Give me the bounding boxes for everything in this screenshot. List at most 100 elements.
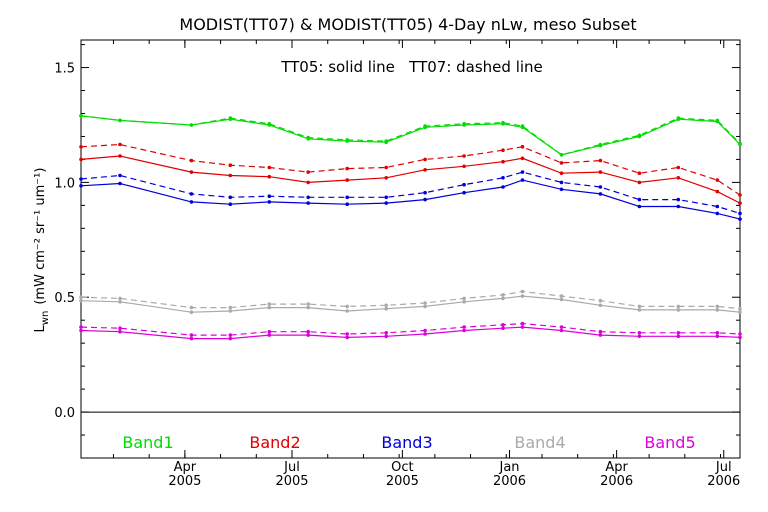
- legend-band2: Band2: [249, 433, 300, 452]
- point-band5-dashed-5: [306, 329, 311, 334]
- point-band4-dashed-0: [79, 295, 83, 300]
- point-band4-dashed-13: [598, 298, 603, 303]
- point-band2-dashed-16: [715, 178, 720, 182]
- point-band4-solid-6: [345, 309, 350, 313]
- point-band3-solid-11: [520, 178, 525, 182]
- point-band2-solid-17: [738, 201, 742, 205]
- point-band1-solid-14: [637, 134, 642, 139]
- line-style-note: TT05: solid line TT07: dashed line: [280, 58, 543, 76]
- point-band1-solid-5: [306, 137, 311, 141]
- point-band4-dashed-14: [637, 304, 642, 309]
- point-band2-dashed-7: [384, 165, 389, 170]
- point-band1-solid-2: [189, 123, 194, 127]
- point-band2-solid-2: [189, 170, 194, 174]
- point-band4-solid-15: [676, 308, 681, 312]
- series-band5-solid-line: [80, 326, 741, 340]
- point-band1-solid-10: [501, 122, 505, 126]
- point-band3-dashed-6: [345, 195, 350, 200]
- point-band3-dashed-5: [306, 195, 311, 200]
- chart-title: MODIST(TT07) & MODIST(TT05) 4-Day nLw, m…: [179, 15, 636, 34]
- point-band5-solid-17: [738, 335, 742, 340]
- point-band1-solid-8: [423, 125, 427, 130]
- series-band5-dashed-line: [80, 322, 741, 336]
- x-tick-year-5: 2006: [707, 474, 740, 489]
- x-tick-month-3: Jan: [498, 460, 519, 475]
- point-band2-solid-16: [715, 189, 720, 194]
- point-band4-solid-5: [306, 305, 311, 310]
- point-band4-dashed-17: [738, 306, 742, 311]
- point-band2-dashed-1: [118, 142, 122, 147]
- point-band2-dashed-13: [598, 158, 603, 163]
- point-band4-dashed-15: [676, 304, 681, 309]
- point-band3-solid-0: [79, 184, 83, 188]
- x-tick-month-1: Jul: [283, 460, 300, 475]
- point-band1-solid-17: [738, 142, 742, 147]
- point-band2-solid-11: [520, 156, 525, 161]
- point-band2-solid-4: [267, 174, 272, 179]
- x-axis: Apr2005Jul2005Oct2005Jan2006Apr2006Jul20…: [112, 40, 740, 489]
- point-band5-solid-12: [559, 328, 564, 333]
- point-band3-dashed-13: [598, 185, 603, 189]
- point-band3-solid-15: [676, 204, 681, 209]
- x-tick-month-5: Jul: [715, 460, 732, 475]
- point-band3-solid-7: [384, 201, 389, 205]
- x-tick-month-0: Apr: [174, 460, 197, 475]
- point-band1-solid-12: [559, 153, 564, 157]
- point-band4-dashed-4: [267, 302, 272, 306]
- point-band4-solid-9: [462, 300, 466, 304]
- point-band1-solid-9: [462, 123, 466, 127]
- point-band4-solid-13: [598, 303, 603, 308]
- point-band1-solid-1: [118, 118, 122, 123]
- point-band2-solid-3: [228, 173, 233, 178]
- point-band3-solid-2: [189, 200, 194, 204]
- point-band5-solid-5: [306, 333, 311, 337]
- point-band4-solid-17: [738, 310, 742, 315]
- point-band2-solid-5: [306, 180, 311, 185]
- point-band1-solid-0: [79, 114, 83, 118]
- y-axis-label: Lwn (mW cm⁻² sr⁻¹ um⁻¹): [33, 168, 51, 333]
- legend-band3: Band3: [381, 433, 432, 452]
- point-band5-solid-14: [637, 334, 642, 339]
- point-band4-dashed-2: [189, 305, 194, 310]
- point-band5-dashed-17: [738, 332, 742, 336]
- point-band3-solid-4: [267, 200, 272, 204]
- point-band5-solid-9: [462, 328, 466, 333]
- point-band3-solid-9: [462, 190, 466, 195]
- point-band2-dashed-17: [738, 193, 742, 197]
- point-band2-dashed-12: [559, 161, 564, 165]
- point-band3-solid-12: [559, 187, 564, 192]
- point-band2-solid-7: [384, 176, 389, 180]
- point-band1-solid-4: [267, 123, 272, 127]
- point-band3-dashed-2: [189, 192, 194, 196]
- point-band5-solid-10: [501, 326, 505, 331]
- point-band4-solid-12: [559, 297, 564, 302]
- point-band5-solid-7: [384, 334, 389, 339]
- series-band2-solid-line: [80, 155, 741, 204]
- point-band4-dashed-16: [715, 304, 720, 309]
- point-band3-dashed-14: [637, 197, 642, 202]
- point-band1-solid-15: [676, 117, 681, 121]
- series-band4-solid-line: [80, 295, 741, 313]
- point-band5-solid-3: [228, 336, 233, 341]
- point-band3-dashed-11: [520, 170, 525, 174]
- point-band3-dashed-16: [715, 204, 720, 209]
- point-band3-dashed-9: [462, 182, 466, 187]
- point-band1-solid-16: [715, 119, 720, 124]
- point-band5-dashed-3: [228, 333, 233, 337]
- point-band2-dashed-9: [462, 154, 466, 158]
- point-band4-dashed-1: [118, 296, 122, 301]
- point-band2-dashed-2: [189, 158, 194, 163]
- point-band3-solid-3: [228, 202, 233, 206]
- legend-band5: Band5: [644, 433, 695, 452]
- point-band5-dashed-15: [676, 331, 681, 335]
- point-band4-dashed-6: [345, 304, 350, 309]
- y-axis-label-sub: wn: [40, 311, 51, 326]
- point-band1-solid-7: [384, 140, 389, 144]
- point-band4-solid-3: [228, 309, 233, 313]
- point-band1-solid-3: [228, 117, 233, 121]
- point-band4-dashed-10: [501, 293, 505, 297]
- point-band2-dashed-11: [520, 145, 525, 149]
- point-band2-dashed-0: [79, 145, 83, 149]
- point-band2-solid-12: [559, 171, 564, 175]
